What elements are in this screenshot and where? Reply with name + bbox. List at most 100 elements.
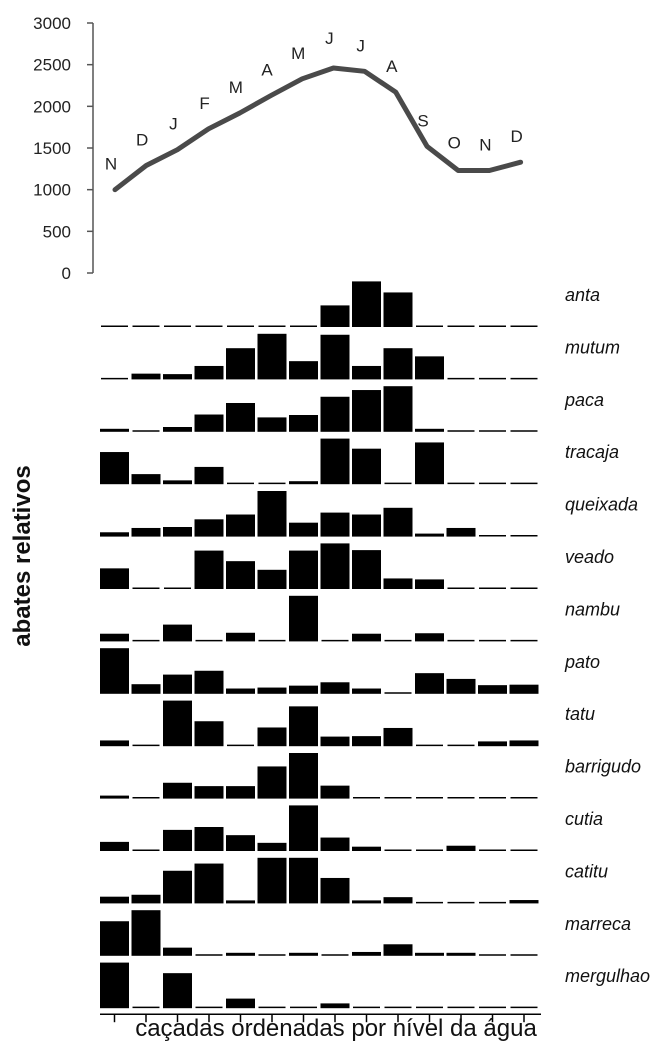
species-label: mergulhao: [565, 966, 650, 986]
species-row-paca: paca: [100, 386, 604, 432]
y-tick-label: 3000: [33, 14, 71, 33]
bar-catitu: [257, 857, 287, 904]
bar-catitu: [352, 900, 381, 904]
month-label: D: [510, 127, 522, 146]
bar-paca: [383, 386, 413, 432]
species-row-veado: veado: [100, 543, 614, 589]
bar-queixada: [289, 522, 318, 537]
bar-queixada: [415, 533, 444, 537]
bar-barrigudo: [320, 785, 350, 799]
bar-paca: [100, 428, 129, 432]
month-label: N: [479, 136, 491, 155]
bar-mutum: [257, 333, 287, 380]
species-label: tatu: [565, 704, 595, 724]
bar-veado: [383, 578, 413, 589]
species-row-mergulhao: mergulhao: [100, 962, 650, 1009]
bar-mergulhao: [163, 973, 192, 1009]
bar-pato: [415, 673, 444, 694]
bar-chart-y-label: abates relativos: [9, 465, 36, 646]
bar-cutia: [194, 827, 224, 851]
bar-pato: [509, 684, 539, 694]
bar-cutia: [163, 829, 192, 851]
species-row-tatu: tatu: [100, 700, 595, 747]
bar-queixada: [226, 514, 255, 537]
bar-mutum: [383, 348, 413, 380]
species-row-barrigudo: barrigudo: [100, 753, 641, 799]
bar-cutia: [257, 842, 287, 851]
species-row-mutum: mutum: [101, 333, 620, 380]
bar-veado: [415, 579, 444, 589]
species-row-catitu: catitu: [100, 857, 608, 904]
month-label: M: [229, 78, 243, 97]
bar-mergulhao: [320, 1003, 350, 1009]
bar-queixada: [383, 507, 413, 537]
bar-queixada: [163, 527, 192, 537]
bar-anta: [383, 292, 413, 327]
month-label: F: [199, 94, 209, 113]
y-tick-label: 1500: [33, 139, 71, 158]
bar-tracaja: [289, 481, 318, 485]
bar-barrigudo: [257, 766, 287, 799]
bar-cutia: [226, 835, 255, 851]
bar-veado: [226, 561, 255, 589]
month-label: M: [291, 44, 305, 63]
bar-anta: [320, 305, 350, 327]
bar-barrigudo: [100, 795, 129, 799]
bar-pato: [352, 688, 381, 694]
bar-pato: [131, 684, 161, 694]
bar-mutum: [289, 361, 318, 380]
bar-nambu: [226, 632, 255, 642]
bar-mutum: [352, 365, 381, 380]
y-tick-label: 2500: [33, 56, 71, 75]
bar-marreca: [226, 952, 255, 956]
species-row-pato: pato: [100, 648, 600, 694]
bar-mutum: [163, 374, 192, 380]
bar-tracaja: [131, 474, 161, 485]
bar-tatu: [478, 741, 507, 747]
bar-barrigudo: [289, 753, 318, 799]
bar-paca: [289, 415, 318, 432]
bar-cutia: [289, 805, 318, 851]
bar-tatu: [320, 736, 350, 747]
bar-catitu: [383, 897, 413, 904]
bar-queixada: [352, 514, 381, 537]
bar-barrigudo: [194, 786, 224, 799]
species-label: veado: [565, 547, 614, 567]
bar-veado: [194, 550, 224, 589]
bar-catitu: [289, 857, 318, 904]
bar-queixada: [131, 527, 161, 537]
month-label: D: [136, 131, 148, 150]
bar-catitu: [509, 900, 539, 904]
species-label: paca: [564, 390, 604, 410]
month-label: J: [325, 29, 334, 48]
bar-paca: [320, 396, 350, 432]
species-row-cutia: cutia: [100, 805, 603, 851]
y-tick-label: 1000: [33, 181, 71, 200]
species-label: anta: [565, 285, 600, 305]
month-label: N: [105, 155, 117, 174]
y-tick-label: 2000: [33, 97, 71, 116]
bar-catitu: [163, 870, 192, 904]
species-row-anta: anta: [101, 281, 600, 327]
month-label: J: [169, 115, 178, 134]
bar-paca: [226, 403, 255, 432]
bar-pato: [446, 678, 476, 694]
bar-nambu: [352, 633, 381, 642]
bar-marreca: [163, 947, 192, 956]
bar-mutum: [131, 373, 161, 380]
bar-queixada: [100, 532, 129, 537]
bar-tracaja: [415, 442, 444, 485]
bar-catitu: [100, 896, 129, 904]
bar-catitu: [320, 877, 350, 904]
bar-marreca: [131, 910, 161, 956]
month-label: J: [356, 36, 365, 55]
bar-nambu: [100, 633, 129, 642]
bar-marreca: [383, 944, 413, 956]
bar-tatu: [194, 721, 224, 747]
month-label: S: [417, 111, 428, 130]
bar-chart-x-ticks: [113, 1014, 525, 1023]
species-label: barrigudo: [565, 757, 641, 777]
bar-marreca: [446, 952, 476, 956]
